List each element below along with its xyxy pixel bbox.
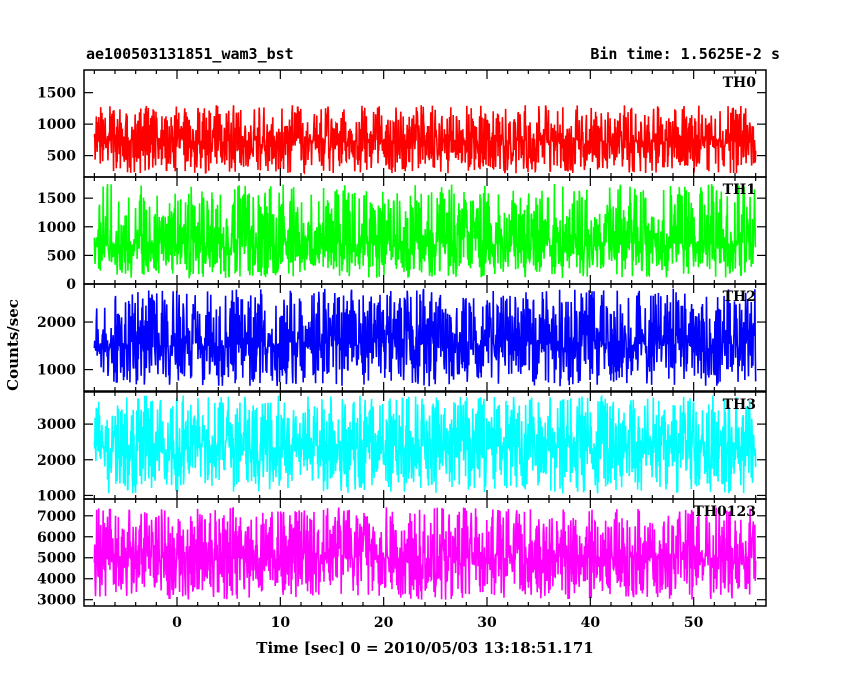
y-tick-label-th1: 1000 [37,220,76,236]
y-tick-label-th0: 1500 [37,86,76,102]
y-axis-title: Counts/sec [4,299,22,391]
panel-label-th0: TH0 [723,75,757,91]
chart-title: ae100503131851_wam3_bst [86,45,294,63]
series-th3 [93,394,757,494]
x-tick-label: 20 [374,615,394,631]
y-tick-label-th0: 1000 [37,117,76,133]
panels-group: 50010001500TH0050010001500TH110002000TH2… [37,69,767,631]
y-tick-label-th0123: 3000 [37,593,76,609]
y-tick-label-th0: 500 [47,149,76,165]
y-tick-label-th3: 2000 [37,453,76,469]
panel-label-th1: TH1 [723,182,756,198]
y-tick-label-th0123: 7000 [37,509,76,525]
y-tick-label-th1: 1500 [37,191,76,207]
y-tick-label-th2: 2000 [37,315,76,331]
x-axis-title: Time [sec] 0 = 2010/05/03 13:18:51.171 [256,639,593,657]
y-tick-label-th0123: 5000 [37,551,76,567]
y-tick-label-th1: 500 [47,248,76,264]
x-tick-label: 30 [477,615,497,631]
x-tick-label: 40 [581,615,601,631]
series-th2 [93,288,757,387]
panel-label-th2: TH2 [723,289,756,305]
x-tick-label: 10 [271,615,291,631]
y-tick-label-th0123: 4000 [37,572,76,588]
series-th1 [93,183,757,279]
panel-label-th0123: TH0123 [693,504,756,520]
y-tick-label-th3: 1000 [37,488,76,504]
y-tick-label-th3: 3000 [37,417,76,433]
x-tick-label: 50 [684,615,704,631]
chart-subtitle: Bin time: 1.5625E-2 s [590,45,780,63]
panel-label-th3: TH3 [723,397,756,413]
x-tick-label: 0 [172,615,182,631]
y-tick-label-th1: 0 [66,277,76,293]
y-tick-label-th2: 1000 [37,363,76,379]
series-th0123 [93,506,757,600]
series-th0 [93,105,757,175]
y-tick-label-th0123: 6000 [37,530,76,546]
